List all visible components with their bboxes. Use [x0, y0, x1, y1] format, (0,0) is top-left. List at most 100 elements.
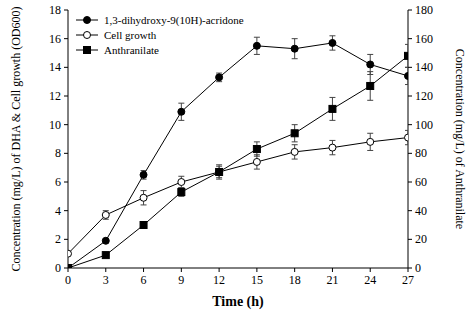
- error-cap: [405, 67, 408, 68]
- y2-tick: [408, 268, 412, 269]
- error-cap: [329, 50, 335, 51]
- y2-tick-label: 0: [415, 261, 421, 275]
- x-tick: [294, 268, 295, 272]
- y2-tick: [408, 67, 412, 68]
- error-bar: [405, 130, 408, 144]
- data-point: [178, 189, 185, 196]
- data-point: [102, 211, 109, 218]
- error-bar: [216, 165, 222, 179]
- error-cap: [292, 159, 298, 160]
- legend-label: Anthranilate: [104, 44, 159, 56]
- error-cap: [216, 179, 222, 180]
- error-cap: [292, 141, 298, 142]
- chart: 0369121518212427024681012141618020406080…: [0, 0, 469, 319]
- legend-marker: [84, 47, 91, 54]
- error-cap: [405, 130, 408, 131]
- y-tick: [64, 124, 68, 125]
- error-cap: [329, 97, 335, 98]
- data-point: [405, 134, 409, 141]
- y-tick: [64, 38, 68, 39]
- data-point: [367, 61, 374, 68]
- y-tick: [64, 239, 68, 240]
- error-bar: [178, 103, 184, 120]
- x-tick: [408, 268, 409, 272]
- x-axis-label: Time (h): [212, 294, 264, 310]
- error-cap: [367, 133, 373, 134]
- error-cap: [405, 144, 408, 145]
- error-cap: [329, 35, 335, 36]
- error-cap: [254, 37, 260, 38]
- x-tick: [181, 268, 182, 272]
- error-bar: [141, 191, 147, 205]
- error-cap: [178, 176, 184, 177]
- y2-tick-label: 60: [415, 175, 427, 189]
- error-cap: [254, 156, 260, 157]
- data-point: [291, 148, 298, 155]
- y-tick: [64, 10, 68, 11]
- series-line: [68, 138, 408, 254]
- data-point: [253, 158, 260, 165]
- y2-tick: [408, 210, 412, 211]
- data-point: [291, 45, 298, 52]
- error-bar: [329, 97, 335, 120]
- y-tick: [64, 67, 68, 68]
- error-bar: [178, 188, 184, 197]
- y2-tick-label: 120: [415, 89, 433, 103]
- error-bar: [141, 171, 147, 180]
- error-bar: [178, 176, 184, 187]
- y-tick-label: 2: [55, 232, 61, 246]
- x-tick-label: 0: [65, 273, 71, 287]
- legend-label: 1,3-dihydroxy-9(10H)-acridone: [104, 14, 244, 27]
- x-axis: [68, 268, 408, 269]
- y2-tick: [408, 38, 412, 39]
- data-point: [140, 222, 147, 229]
- y2-tick-label: 20: [415, 232, 427, 246]
- y-tick-label: 0: [55, 261, 61, 275]
- error-bar: [367, 133, 373, 150]
- data-point: [367, 82, 374, 89]
- error-bar: [292, 125, 298, 142]
- error-cap: [178, 120, 184, 121]
- y-tick-label: 8: [55, 146, 61, 160]
- y2-tick: [408, 239, 412, 240]
- y-tick-label: 18: [49, 3, 61, 17]
- y-axis-label: Concentration (mg/L) of DHA & Cell growt…: [9, 7, 23, 272]
- data-point: [178, 108, 185, 115]
- error-cap: [178, 103, 184, 104]
- x-tick-label: 6: [141, 273, 147, 287]
- x-tick-label: 9: [178, 273, 184, 287]
- y2-tick: [408, 182, 412, 183]
- y-tick: [64, 182, 68, 183]
- error-bar: [292, 145, 298, 159]
- data-point: [140, 194, 147, 201]
- data-point: [102, 237, 109, 244]
- data-point: [329, 105, 336, 112]
- error-bar: [254, 142, 260, 156]
- data-point: [367, 138, 374, 145]
- y2-tick: [408, 153, 412, 154]
- error-bar: [254, 37, 260, 54]
- y2-tick-label: 40: [415, 204, 427, 218]
- y-axis: [68, 10, 69, 268]
- data-point: [216, 168, 223, 175]
- data-point: [253, 42, 260, 49]
- y2-tick-label: 80: [415, 146, 427, 160]
- error-cap: [141, 204, 147, 205]
- x-tick-label: 24: [364, 273, 376, 287]
- error-cap: [292, 58, 298, 59]
- data-point: [291, 130, 298, 137]
- y-tick: [64, 210, 68, 211]
- error-cap: [329, 154, 335, 155]
- x-tick-label: 27: [402, 273, 414, 287]
- y-tick: [64, 153, 68, 154]
- data-point: [405, 72, 409, 79]
- error-cap: [254, 141, 260, 142]
- error-bar: [103, 211, 109, 220]
- legend-label: Cell growth: [104, 29, 157, 41]
- data-point: [329, 144, 336, 151]
- y2-tick-label: 180: [415, 3, 433, 17]
- x-tick: [68, 268, 69, 272]
- y2-tick-label: 140: [415, 60, 433, 74]
- data-point: [405, 52, 409, 59]
- x-tick: [143, 268, 144, 272]
